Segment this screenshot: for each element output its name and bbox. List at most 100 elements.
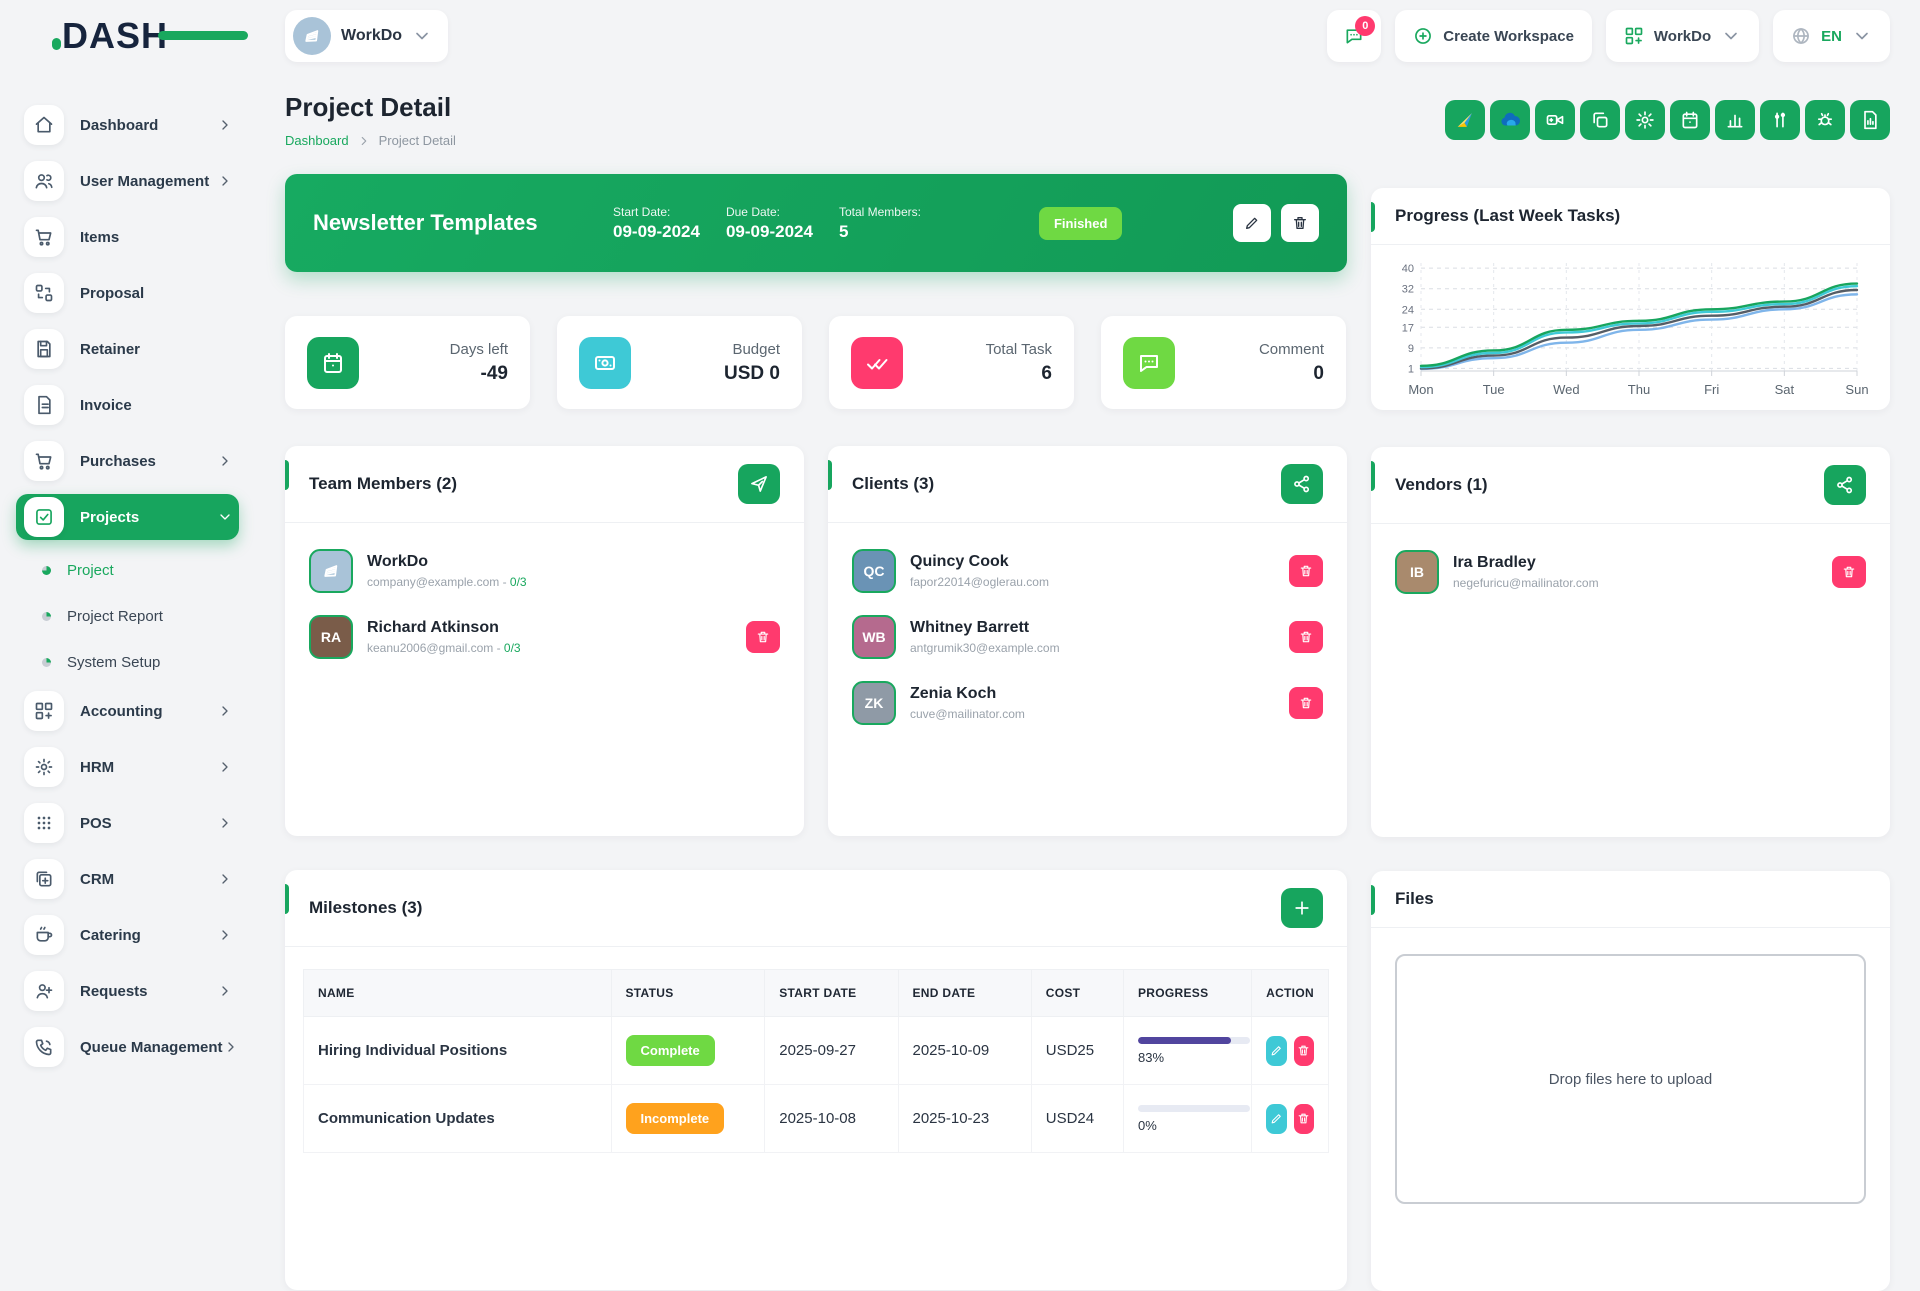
sidebar-item-user-management[interactable]: User Management [24,158,239,204]
logo-text: DASH [62,15,168,56]
list-item-quincy-cook: QC Quincy Cook fapor22014@oglerau.com [852,549,1323,593]
sidebar-item-catering[interactable]: Catering [24,912,239,958]
project-name: Newsletter Templates [313,210,613,236]
remove-person-button trash-icon[interactable] [746,621,780,653]
drive-button[interactable] [1445,100,1485,140]
files-card: Files Drop files here to upload [1371,871,1890,1291]
copy-button[interactable] [1580,100,1620,140]
table-row-hiring-individual-positions: Hiring Individual Positions Complete 202… [304,1017,1329,1085]
notes-button[interactable] [1850,100,1890,140]
invite-member-button send-icon[interactable] [738,464,780,504]
sidebar-subitem-project[interactable]: Project [42,550,239,590]
file-dropzone[interactable]: Drop files here to upload [1395,954,1866,1204]
sidebar-subitem-project-report[interactable]: Project Report [42,596,239,636]
sidebar-item-proposal[interactable]: Proposal [24,270,239,316]
remove-person-button trash-icon[interactable] [1289,621,1323,653]
share-clients-button share-icon[interactable] [1281,464,1323,504]
edit-milestone-button pencil-icon[interactable] [1266,1104,1286,1134]
column-header-cost[interactable]: COST [1031,970,1123,1017]
language-dropdown[interactable]: EN [1773,10,1890,62]
stat-card-budget: Budget USD 0 [557,316,802,409]
sidebar-item-pos[interactable]: POS [24,800,239,846]
kanban-button[interactable] [1760,100,1800,140]
share-vendors-button share-icon[interactable] [1824,465,1866,505]
workspace-selector[interactable]: WorkDo [285,10,448,62]
chevron-right-icon [357,134,371,148]
column-header-name[interactable]: NAME [304,970,612,1017]
stat-label: Days left [450,341,508,358]
svg-text:9: 9 [1408,343,1414,355]
chevron-down-icon [412,26,432,46]
milestone-name: Hiring Individual Positions [304,1017,612,1085]
sidebar-item-requests[interactable]: Requests [24,968,239,1014]
sidebar-item-label: Requests [80,983,217,1000]
project-banner: Newsletter Templates Start Date: 09-09-2… [285,174,1347,272]
edit-milestone-button pencil-icon[interactable] [1266,1036,1286,1066]
chevron-right-icon [217,927,233,943]
avatar: ZK [852,681,896,725]
app-logo[interactable]: DASH [62,15,252,57]
sidebar-item-retainer[interactable]: Retainer [24,326,239,372]
kanban-icon [1770,110,1790,130]
dots-icon [24,803,64,843]
edit-project-button[interactable] [1233,204,1271,242]
grid-plus-icon [24,691,64,731]
sidebar-item-label: User Management [80,173,217,190]
svg-text:Fri: Fri [1704,382,1719,397]
messenger-button[interactable]: 0 [1327,10,1381,62]
sidebar-subitem-system-setup[interactable]: System Setup [42,642,239,682]
column-header-end-date[interactable]: END DATE [898,970,1031,1017]
onedrive-button[interactable] [1490,100,1530,140]
sidebar-item-label: Queue Management [80,1039,223,1056]
sidebar-item-queue-management[interactable]: Queue Management [24,1024,239,1070]
sidebar-item-purchases[interactable]: Purchases [24,438,239,484]
sidebar-item-label: Purchases [80,453,217,470]
delete-project-button[interactable] [1281,204,1319,242]
chevron-right-icon [217,703,233,719]
chart-button[interactable] [1715,100,1755,140]
files-title: Files [1395,889,1434,909]
person-email: company@example.com - 0/3 [367,575,527,589]
column-header-start-date[interactable]: START DATE [765,970,898,1017]
avatar-building-icon [309,549,353,593]
column-header-action[interactable]: ACTION [1252,970,1329,1017]
column-header-status[interactable]: STATUS [611,970,765,1017]
stat-label: Total Task [986,341,1052,358]
sidebar-item-dashboard[interactable]: Dashboard [24,102,239,148]
double-check-icon [851,337,903,389]
chevron-down-icon [1852,26,1872,46]
sidebar-item-items[interactable]: Items [24,214,239,260]
chevron-right-icon [217,173,233,189]
breadcrumb-dashboard-link[interactable]: Dashboard [285,133,349,148]
sidebar-item-accounting[interactable]: Accounting [24,688,239,734]
sidebar-item-invoice[interactable]: Invoice [24,382,239,428]
remove-person-button trash-icon[interactable] [1832,556,1866,588]
meeting-button[interactable] [1535,100,1575,140]
delete-milestone-button trash-icon[interactable] [1294,1104,1314,1134]
app-menu-dropdown[interactable]: WorkDo [1606,10,1759,62]
svg-text:1: 1 [1408,363,1414,375]
bug-button[interactable] [1805,100,1845,140]
avatar: QC [852,549,896,593]
sidebar-item-label: HRM [80,759,217,776]
sidebar-item-crm[interactable]: CRM [24,856,239,902]
delete-milestone-button trash-icon[interactable] [1294,1036,1314,1066]
calendar-button[interactable] [1670,100,1710,140]
remove-person-button trash-icon[interactable] [1289,687,1323,719]
create-workspace-button[interactable]: Create Workspace [1395,10,1592,62]
milestone-end: 2025-10-09 [898,1017,1031,1085]
sidebar-item-label: CRM [80,871,217,888]
milestone-name: Communication Updates [304,1085,612,1153]
sidebar-item-label: Dashboard [80,117,217,134]
sidebar-item-projects[interactable]: Projects [16,494,239,540]
sidebar-item-hrm[interactable]: HRM [24,744,239,790]
settings-button[interactable] [1625,100,1665,140]
progress-chart-title: Progress (Last Week Tasks) [1395,206,1620,226]
add-milestone-button plus-icon[interactable] [1281,888,1323,928]
plus-circle-icon [1413,26,1433,46]
page: DASH WorkDo 0 Create Workspace WorkDo [0,0,1920,1080]
remove-person-button trash-icon[interactable] [1289,555,1323,587]
column-header-progress[interactable]: PROGRESS [1124,970,1252,1017]
stat-value: 6 [986,363,1052,385]
